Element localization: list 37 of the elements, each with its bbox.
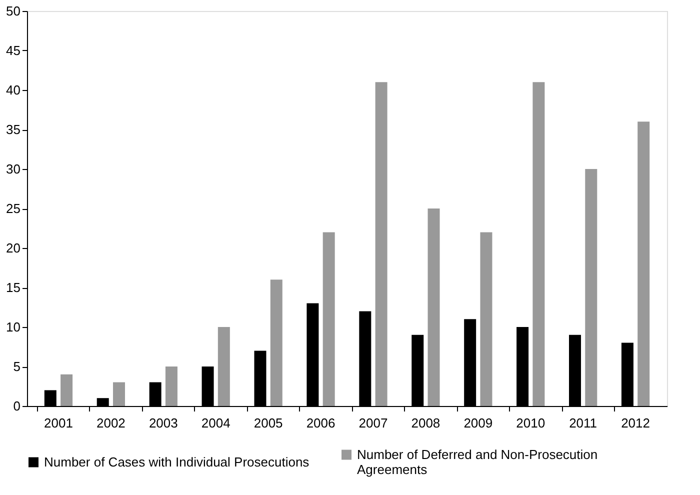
y-tick-label: 50 <box>6 4 20 18</box>
legend-label: Number of Cases with Individual Prosecutions <box>44 454 310 470</box>
bar <box>480 232 492 406</box>
y-tick-label: 25 <box>6 201 20 216</box>
x-tick-label: 2011 <box>569 416 598 430</box>
y-tick-label: 5 <box>13 359 20 374</box>
bar <box>428 208 440 406</box>
bar <box>270 280 282 406</box>
legend-label: Number of Deferred and Non-Prosecution Agreements <box>357 446 598 477</box>
x-tick-label: 2012 <box>621 416 650 430</box>
x-tick-label: 2007 <box>358 416 388 430</box>
bar <box>218 327 230 406</box>
x-tick-label: 2008 <box>411 416 440 430</box>
y-tick-label: 30 <box>6 162 20 176</box>
x-tick-label: 2002 <box>96 416 126 430</box>
x-tick-label: 2006 <box>306 416 336 430</box>
bar <box>532 82 545 406</box>
x-tick-label: 2004 <box>201 416 230 430</box>
bar <box>638 122 650 406</box>
y-tick-label: 20 <box>6 240 20 256</box>
y-tick-label: 0 <box>13 398 20 414</box>
bar <box>375 82 388 406</box>
bar <box>585 169 598 406</box>
x-tick-label: 2001 <box>44 416 73 430</box>
x-tick-label: 2003 <box>148 416 178 430</box>
x-tick-label: 2010 <box>516 416 546 430</box>
x-tick-label: 2005 <box>254 416 283 430</box>
bar <box>165 366 178 406</box>
y-tick-label: 35 <box>6 122 20 137</box>
bar <box>113 382 126 406</box>
x-tick-label: 2009 <box>464 416 493 430</box>
y-tick-label: 10 <box>6 320 20 334</box>
y-tick-label: 40 <box>6 82 20 98</box>
bar <box>60 374 73 406</box>
bar <box>322 232 335 406</box>
y-tick-label: 15 <box>6 280 20 295</box>
y-tick-label: 45 <box>6 43 20 58</box>
